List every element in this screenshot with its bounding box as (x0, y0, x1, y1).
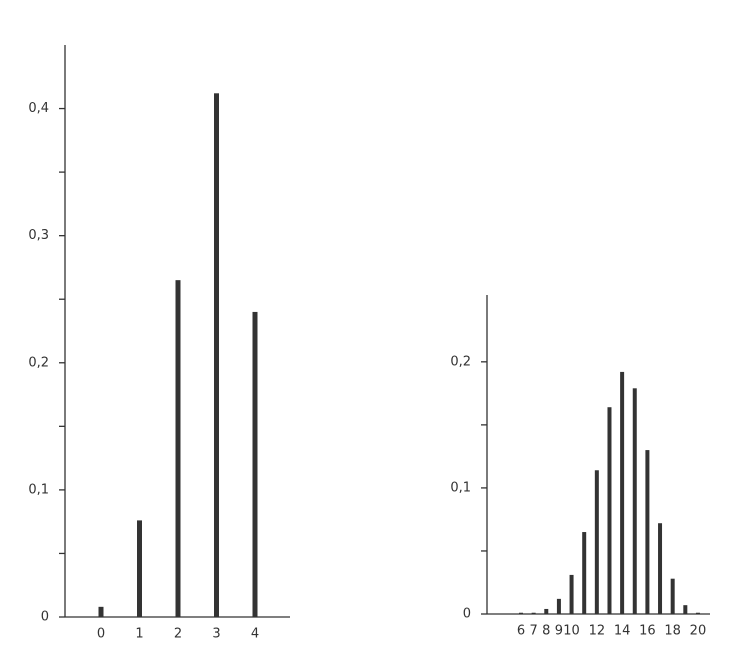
x-tick-label: 0 (97, 627, 105, 642)
x-tick-label: 3 (212, 627, 220, 642)
y-tick-label: 0,1 (450, 480, 471, 495)
bar (137, 520, 142, 617)
x-tick-label: 7 (529, 624, 537, 639)
bar (582, 532, 587, 614)
bar (252, 311, 258, 617)
bar (695, 612, 700, 614)
bar (632, 388, 637, 614)
y-tick-label: 0,2 (28, 355, 49, 370)
bar (645, 450, 650, 614)
bar (620, 371, 625, 614)
y-tick-label: 0,2 (450, 354, 471, 369)
bar (175, 280, 181, 617)
y-tick-label: 0 (463, 607, 471, 622)
x-tick-label: 16 (639, 624, 656, 639)
x-tick-label: 1 (135, 627, 143, 642)
bar (98, 606, 104, 617)
x-tick-label: 4 (251, 627, 259, 642)
bar (519, 612, 523, 614)
bar (569, 574, 574, 614)
x-tick-label: 6 (517, 624, 525, 639)
y-tick-label: 0,4 (28, 101, 49, 116)
bar (607, 407, 612, 614)
bar (531, 612, 536, 614)
x-tick-label: 9 (555, 624, 563, 639)
x-tick-label: 12 (589, 624, 606, 639)
bar (658, 523, 663, 614)
bar (214, 93, 219, 617)
bar (683, 605, 688, 614)
bar (544, 608, 549, 614)
bar (670, 578, 675, 614)
bar (556, 598, 561, 614)
y-tick-label: 0,1 (28, 482, 49, 497)
x-tick-label: 14 (614, 624, 631, 639)
x-tick-label: 2 (174, 627, 182, 642)
bar (594, 470, 599, 614)
x-tick-label: 8 (542, 624, 550, 639)
y-tick-label: 0 (41, 610, 49, 625)
x-tick-label: 20 (690, 624, 707, 639)
y-tick-label: 0,3 (28, 228, 49, 243)
x-tick-label: 10 (563, 624, 580, 639)
x-tick-label: 18 (664, 624, 681, 639)
